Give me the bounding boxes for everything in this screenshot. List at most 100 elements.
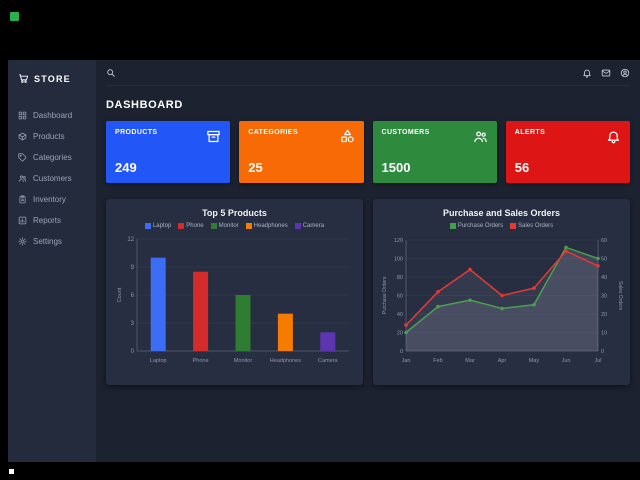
topbar [106,60,630,86]
card-value: 1500 [381,160,411,175]
svg-text:Laptop: Laptop [149,358,166,364]
orders-chart: 0 20 40 60 80 100 120 0 10 20 30 40 50 60 Jan Feb Mar Apr… [382,238,623,364]
legend-item-camera[interactable]: Camera [294,223,325,229]
svg-text:Count: Count [117,287,123,302]
legend-label: Headphones [253,223,288,229]
top-products-title: Top 5 Products [202,208,267,218]
svg-text:10: 10 [601,331,607,337]
legend-swatch [210,223,217,229]
legend-item-monitor[interactable]: Monitor [210,223,239,229]
box-icon [18,132,27,141]
legend-label: Laptop [152,223,172,229]
app-logo[interactable]: STORE [8,60,96,95]
stat-cards: PRODUCTS 249 CATEGORIES 25 CUSTOMERS 1500 ALER… [106,121,630,183]
sidebar-item-dashboard[interactable]: Dashboard [8,105,96,126]
video-progress-marker [9,469,14,474]
card-value: 25 [248,160,263,175]
svg-text:Jan: Jan [401,358,410,364]
card-value: 249 [115,160,137,175]
sidebar-item-label: Dashboard [33,111,73,120]
legend-item-headphones[interactable]: Headphones [245,223,288,229]
svg-text:0: 0 [399,349,402,355]
grid-icon [18,111,27,120]
legend-swatch [510,223,517,229]
legend-item-sales-orders[interactable]: Sales Orders [510,223,553,229]
svg-text:Purchase Orders: Purchase Orders [382,276,388,314]
svg-text:0: 0 [601,349,604,355]
bell-icon [606,129,621,144]
svg-text:80: 80 [396,275,402,281]
legend-label: Monitor [218,223,239,229]
svg-text:Jul: Jul [594,358,601,364]
legend-swatch [245,223,252,229]
sidebar-item-customers[interactable]: Customers [8,168,96,189]
svg-text:6: 6 [130,293,134,299]
sidebar-item-label: Categories [33,153,72,162]
legend-label: Purchase Orders [457,223,504,229]
card-customers[interactable]: CUSTOMERS 1500 [372,121,497,183]
svg-text:Monitor: Monitor [233,358,252,364]
svg-text:50: 50 [601,257,607,263]
recording-indicator [10,12,19,21]
sidebar-item-products[interactable]: Products [8,126,96,147]
legend-label: Sales Orders [518,223,554,229]
bar-chart-legend: Laptop Phone Monitor Headphones Camera [112,223,357,229]
mail-icon[interactable] [601,68,611,78]
svg-text:0: 0 [130,349,134,355]
people-icon [473,129,488,144]
legend-label: Camera [302,223,325,229]
card-label: CUSTOMERS [381,129,430,136]
top-products-panel: Top 5 Products Laptop Phone Monitor Headpho… [106,199,363,385]
svg-text:12: 12 [127,237,134,243]
svg-text:Feb: Feb [433,358,442,364]
svg-text:3: 3 [130,321,134,327]
sidebar-item-inventory[interactable]: Inventory [8,189,96,210]
sidebar-item-categories[interactable]: Categories [8,147,96,168]
archive-icon [206,129,221,144]
svg-text:May: May [528,358,539,364]
svg-text:100: 100 [393,257,402,263]
svg-text:60: 60 [396,294,402,300]
legend-item-purchase-orders[interactable]: Purchase Orders [449,223,504,229]
card-alerts[interactable]: ALERTS 56 [505,121,630,183]
orders-title: Purchase and Sales Orders [442,208,561,218]
sidebar-item-label: Settings [33,237,62,246]
svg-text:20: 20 [601,312,607,318]
svg-text:30: 30 [601,294,607,300]
legend-swatch [294,223,301,229]
svg-text:Camera: Camera [318,358,339,364]
svg-text:Phone: Phone [192,358,208,364]
card-products[interactable]: PRODUCTS 249 [106,121,231,183]
sidebar-item-settings[interactable]: Settings [8,231,96,252]
svg-text:40: 40 [396,312,402,318]
sidebar-menu: Dashboard Products Categories Customers Inve… [8,105,96,252]
svg-text:Apr: Apr [497,358,506,364]
category-icon [340,129,355,144]
orders-panel: Purchase and Sales Orders Purchase Order… [373,199,630,385]
svg-text:Headphones: Headphones [269,358,300,364]
sidebar-item-label: Products [33,132,65,141]
svg-text:Mar: Mar [465,358,475,364]
svg-text:20: 20 [396,331,402,337]
legend-swatch [144,223,151,229]
user-icon[interactable] [620,68,630,78]
sidebar-item-reports[interactable]: Reports [8,210,96,231]
bell-icon[interactable] [582,68,592,78]
svg-text:60: 60 [601,238,607,244]
charts-row: Top 5 Products Laptop Phone Monitor Headpho… [106,199,630,385]
app-window: STORE Dashboard Products Categories Custome… [8,60,640,462]
sidebar-item-label: Customers [33,174,72,183]
svg-text:40: 40 [601,275,607,281]
card-categories[interactable]: CATEGORIES 25 [239,121,364,183]
legend-swatch [178,223,185,229]
sidebar-item-label: Inventory [33,195,66,204]
search-icon[interactable] [106,68,116,78]
sidebar-item-label: Reports [33,216,62,225]
svg-text:Jun: Jun [561,358,570,364]
legend-item-laptop[interactable]: Laptop [144,223,172,229]
legend-item-phone[interactable]: Phone [178,223,204,229]
people-icon [18,174,27,183]
clipboard-icon [18,195,27,204]
legend-swatch [449,223,456,229]
